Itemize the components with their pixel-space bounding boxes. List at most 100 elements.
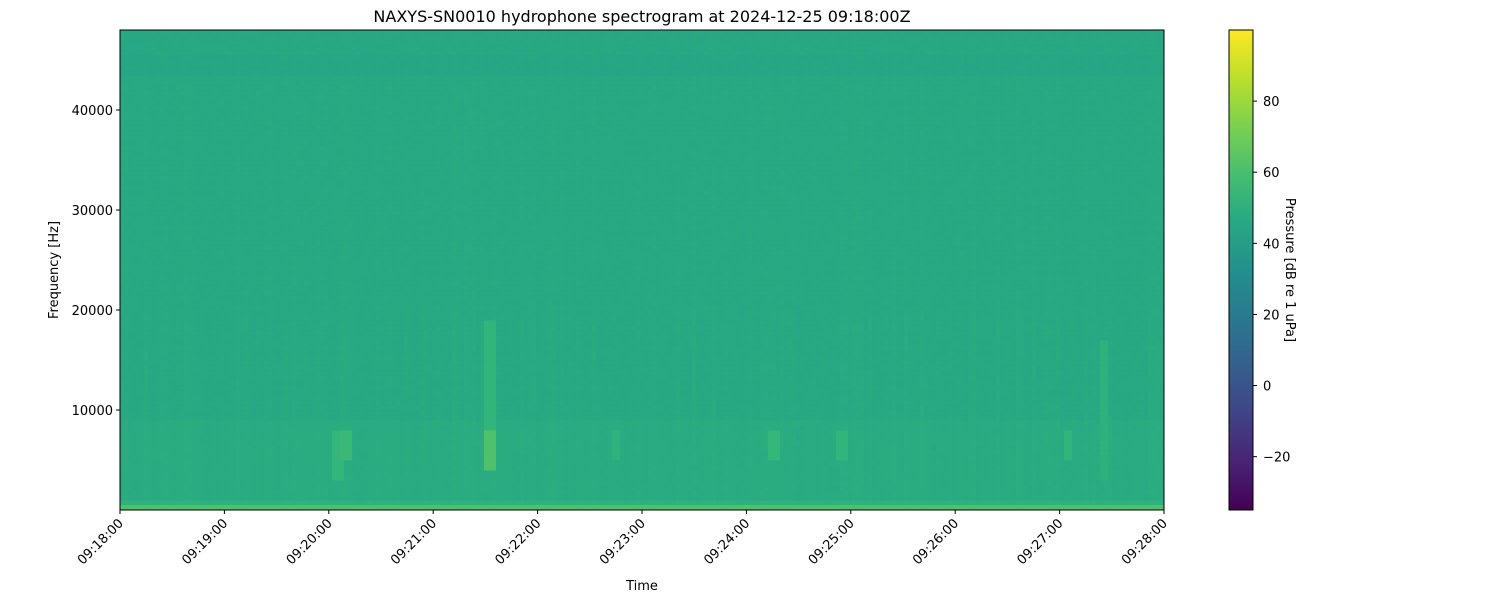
heatmap-cell <box>168 150 172 155</box>
heatmap-cell <box>208 430 212 435</box>
heatmap-cell <box>124 480 128 485</box>
heatmap-cell <box>132 335 136 340</box>
heatmap-cell <box>124 455 128 460</box>
heatmap-cell <box>204 315 208 320</box>
heatmap-cell <box>136 425 140 430</box>
heatmap-cell <box>152 200 156 205</box>
heatmap-cell <box>128 350 132 355</box>
heatmap-cell <box>144 440 148 445</box>
heatmap-cell <box>188 345 192 350</box>
heatmap-cell <box>192 155 196 160</box>
heatmap-cell <box>136 385 140 390</box>
heatmap-cell <box>124 95 128 100</box>
heatmap-cell <box>160 320 164 325</box>
heatmap-cell <box>124 50 128 55</box>
heatmap-cell <box>180 375 184 380</box>
heatmap-cell <box>124 275 128 280</box>
heatmap-cell <box>200 140 204 145</box>
heatmap-cell <box>152 320 156 325</box>
heatmap-cell <box>192 125 196 130</box>
heatmap-cell <box>196 240 200 245</box>
heatmap-cell <box>144 275 148 280</box>
heatmap-cell <box>140 105 144 110</box>
heatmap-cell <box>144 415 148 420</box>
heatmap-cell <box>180 160 184 165</box>
heatmap-cell <box>200 210 204 215</box>
heatmap-cell <box>180 235 184 240</box>
heatmap-cell <box>124 400 128 405</box>
heatmap-cell <box>156 185 160 190</box>
heatmap-cell <box>208 405 212 410</box>
heatmap-cell <box>188 65 192 70</box>
heatmap-cell <box>164 275 168 280</box>
heatmap-cell <box>176 230 180 235</box>
heatmap-cell <box>148 380 152 385</box>
heatmap-cell <box>168 125 172 130</box>
heatmap-cell <box>144 40 148 45</box>
heatmap-cell <box>132 110 136 115</box>
heatmap-cell <box>200 180 204 185</box>
heatmap-cell <box>132 380 136 385</box>
heatmap-cell <box>124 375 128 380</box>
heatmap-cell <box>128 225 132 230</box>
heatmap-cell <box>164 225 168 230</box>
heatmap-cell <box>144 255 148 260</box>
heatmap-cell <box>176 270 180 275</box>
heatmap-cell <box>120 300 124 305</box>
heatmap-cell <box>136 375 140 380</box>
heatmap-cell <box>136 165 140 170</box>
heatmap-cell <box>192 170 196 175</box>
heatmap-cell <box>180 30 184 35</box>
heatmap-cell <box>172 335 176 340</box>
heatmap-cell <box>192 310 196 315</box>
heatmap-cell <box>144 420 148 425</box>
heatmap-cell <box>152 495 156 500</box>
heatmap-cell <box>208 215 212 220</box>
heatmap-cell <box>160 440 164 445</box>
heatmap-cell <box>196 130 200 135</box>
heatmap-cell <box>128 315 132 320</box>
heatmap-cell <box>136 270 140 275</box>
heatmap-cell <box>124 430 128 435</box>
heatmap-cell <box>148 345 152 350</box>
heatmap-cell <box>124 235 128 240</box>
heatmap-cell <box>148 75 152 80</box>
heatmap-cell <box>136 225 140 230</box>
heatmap-cell <box>148 150 152 155</box>
heatmap-cell <box>200 135 204 140</box>
heatmap-cell <box>184 415 188 420</box>
heatmap-cell <box>148 195 152 200</box>
heatmap-cell <box>192 95 196 100</box>
heatmap-cell <box>176 200 180 205</box>
heatmap-cell <box>180 180 184 185</box>
heatmap-cell <box>120 465 124 470</box>
heatmap-cell <box>128 30 132 35</box>
heatmap-cell <box>208 395 212 400</box>
heatmap-cell <box>204 140 208 145</box>
heatmap-cell <box>200 410 204 415</box>
heatmap-cell <box>184 70 188 75</box>
heatmap-cell <box>212 395 216 400</box>
heatmap-cell <box>188 245 192 250</box>
heatmap-cell <box>128 270 132 275</box>
heatmap-cell <box>192 205 196 210</box>
heatmap-cell <box>148 480 152 485</box>
heatmap-cell <box>132 85 136 90</box>
heatmap-cell <box>172 310 176 315</box>
heatmap-cell <box>160 425 164 430</box>
heatmap-cell <box>152 145 156 150</box>
heatmap-cell <box>180 35 184 40</box>
heatmap-cell <box>188 425 192 430</box>
heatmap-cell <box>208 335 212 340</box>
heatmap-cell <box>208 315 212 320</box>
heatmap-cell <box>152 325 156 330</box>
heatmap-cell <box>184 365 188 370</box>
heatmap-cell <box>196 335 200 340</box>
heatmap-cell <box>168 45 172 50</box>
heatmap-cell <box>160 350 164 355</box>
heatmap-cell <box>132 265 136 270</box>
heatmap-cell <box>148 465 152 470</box>
heatmap-cell <box>192 180 196 185</box>
heatmap-cell <box>120 355 124 360</box>
heatmap-cell <box>204 415 208 420</box>
